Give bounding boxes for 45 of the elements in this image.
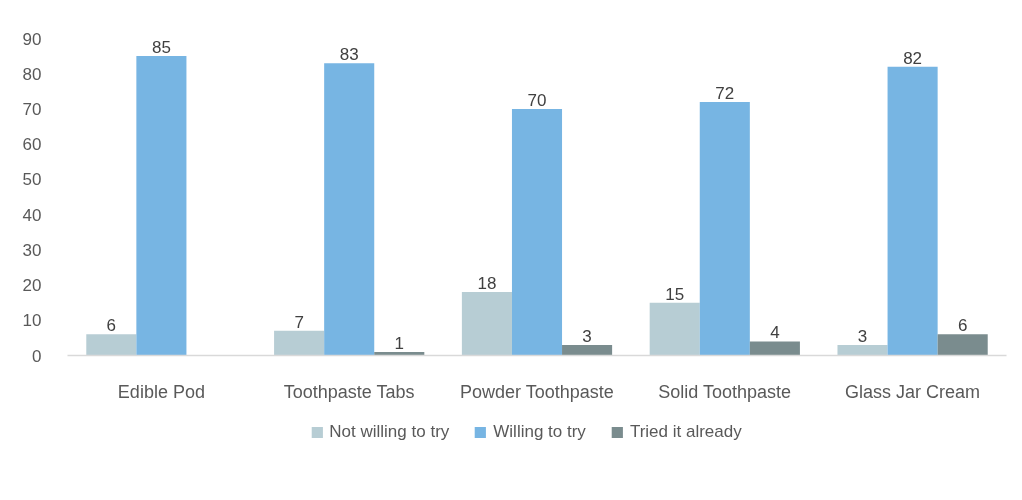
legend-label: Tried it already [629, 422, 742, 442]
data-label: 72 [715, 83, 735, 103]
y-tick-label: 70 [22, 99, 42, 119]
bar [461, 292, 512, 356]
bar [699, 101, 750, 356]
x-tick-label: Edible Pod [117, 381, 205, 402]
bar [837, 344, 888, 356]
y-tick-label: 80 [22, 64, 42, 84]
data-label: 85 [151, 38, 171, 58]
bar [937, 334, 988, 356]
data-label: 7 [294, 312, 304, 332]
bar [86, 334, 137, 356]
data-label: 70 [527, 90, 547, 110]
bar [562, 344, 613, 356]
y-tick-label: 20 [22, 276, 42, 296]
data-label: 1 [394, 333, 405, 353]
bar [649, 302, 700, 356]
data-label: 3 [857, 326, 868, 346]
data-label: 15 [665, 284, 685, 304]
y-tick-label: 0 [32, 346, 42, 366]
data-label: 83 [339, 45, 359, 65]
x-tick-label: Glass Jar Cream [845, 381, 981, 402]
bar [136, 56, 187, 356]
y-tick-label: 90 [22, 29, 42, 49]
data-label: 3 [582, 326, 592, 346]
bar [324, 63, 375, 356]
bar [511, 108, 563, 356]
bar [274, 330, 325, 356]
x-tick-label: Toothpaste Tabs [283, 381, 415, 402]
y-tick-label: 10 [22, 311, 42, 331]
x-tick-label: Powder Toothpaste [459, 381, 614, 402]
data-label: 6 [957, 316, 968, 336]
data-label: 82 [903, 48, 923, 68]
data-label: 6 [106, 316, 117, 336]
x-tick-label: Solid Toothpaste [658, 381, 792, 402]
y-tick-label: 60 [22, 135, 42, 155]
bar [887, 66, 938, 356]
y-tick-label: 50 [22, 170, 42, 190]
y-tick-label: 40 [22, 205, 42, 225]
legend-label: Willing to try [493, 422, 586, 442]
bar [749, 341, 800, 356]
legend-label: Not willing to try [329, 422, 450, 442]
y-tick-label: 30 [22, 240, 42, 260]
data-label: 18 [477, 274, 497, 294]
data-label: 4 [770, 323, 780, 343]
